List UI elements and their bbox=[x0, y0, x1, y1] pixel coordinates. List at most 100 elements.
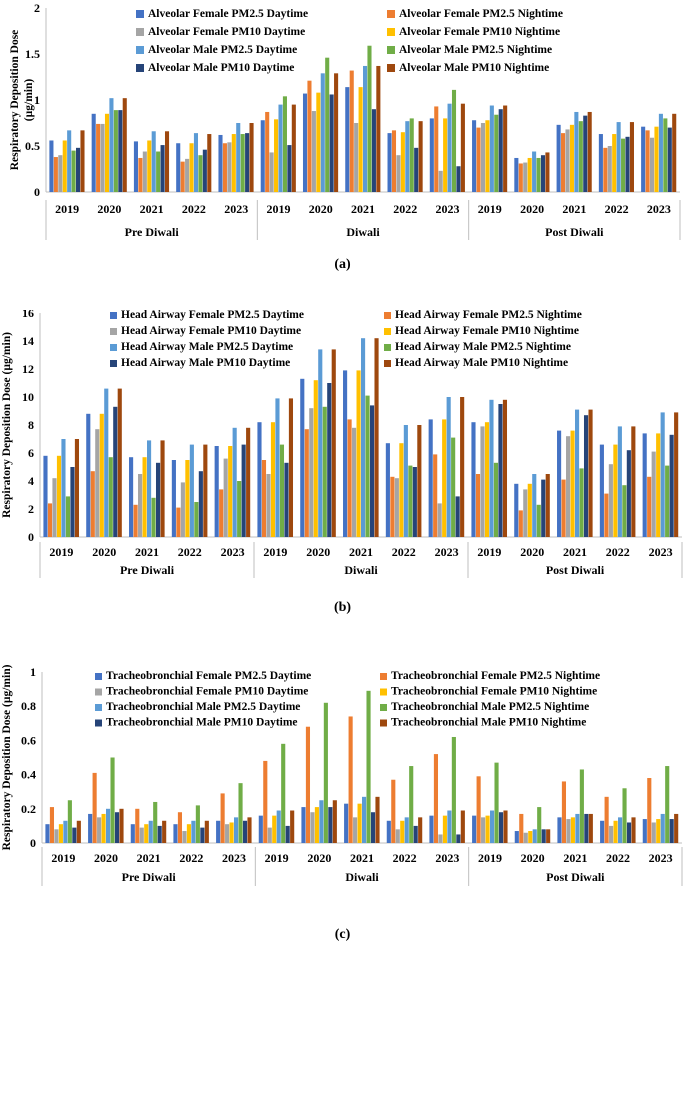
bar bbox=[414, 147, 419, 192]
y-tick-label: 12 bbox=[22, 362, 34, 376]
bar bbox=[108, 457, 113, 537]
legend-label: Head Airway Male PM10 Daytime bbox=[121, 357, 290, 369]
bar bbox=[313, 380, 318, 537]
legend-label: Alveolar Male PM10 Daytime bbox=[148, 62, 294, 74]
y-tick-label: 4 bbox=[28, 474, 34, 488]
legend-label: Alveolar Male PM2.5 Nightime bbox=[399, 44, 552, 56]
bar bbox=[476, 127, 481, 192]
bar bbox=[660, 412, 665, 537]
bar bbox=[481, 817, 486, 843]
x-tick-label: 2019 bbox=[49, 545, 73, 559]
y-tick-label: 2 bbox=[28, 502, 34, 516]
bar bbox=[583, 115, 588, 192]
bar bbox=[207, 134, 212, 192]
bar bbox=[429, 815, 434, 843]
bar bbox=[58, 824, 63, 843]
group-label: Pre Diwali bbox=[122, 870, 177, 884]
bar bbox=[327, 383, 332, 537]
legend-label: Tracheobronchial Male PM2.5 Daytime bbox=[106, 701, 300, 713]
bar bbox=[71, 150, 76, 192]
y-tick-label: 0 bbox=[28, 530, 34, 544]
bar bbox=[366, 690, 371, 843]
bar bbox=[647, 476, 652, 537]
bar bbox=[583, 415, 589, 537]
bar bbox=[418, 817, 423, 843]
legend-label: Tracheobronchial Female PM10 Daytime bbox=[106, 686, 308, 698]
bar bbox=[54, 829, 59, 843]
x-tick-label: 2020 bbox=[94, 851, 118, 865]
bar bbox=[274, 119, 279, 192]
bar bbox=[203, 444, 208, 537]
bar bbox=[97, 817, 102, 843]
bar bbox=[185, 158, 190, 192]
bar bbox=[412, 467, 417, 537]
y-tick-label: 2 bbox=[34, 1, 40, 15]
bar bbox=[434, 106, 439, 192]
bar bbox=[557, 817, 562, 843]
bar bbox=[565, 129, 570, 192]
bar bbox=[617, 426, 622, 537]
legend-swatch bbox=[387, 10, 395, 18]
bar bbox=[245, 133, 250, 192]
bar bbox=[669, 819, 674, 843]
bar bbox=[672, 113, 677, 192]
bar bbox=[409, 766, 414, 843]
bar bbox=[270, 422, 276, 537]
bar bbox=[433, 754, 439, 843]
bar bbox=[247, 817, 252, 843]
bar bbox=[348, 716, 353, 843]
bar bbox=[566, 819, 571, 843]
bar bbox=[285, 825, 290, 843]
bar bbox=[67, 800, 72, 843]
bar bbox=[153, 801, 158, 843]
legend-swatch bbox=[136, 46, 144, 54]
bar bbox=[99, 413, 104, 537]
bar bbox=[400, 820, 405, 843]
x-tick-label: 2021 bbox=[140, 202, 164, 216]
bar bbox=[49, 140, 54, 192]
bar bbox=[674, 412, 679, 537]
bar bbox=[390, 476, 395, 537]
bar bbox=[532, 829, 537, 843]
bar bbox=[396, 155, 401, 192]
bar bbox=[608, 464, 613, 537]
bar bbox=[545, 152, 550, 192]
bar bbox=[319, 800, 324, 843]
bar bbox=[417, 425, 422, 537]
bar bbox=[189, 143, 194, 192]
legend-swatch bbox=[136, 64, 144, 72]
bar bbox=[90, 471, 95, 537]
bar bbox=[95, 429, 100, 537]
bar bbox=[287, 145, 292, 192]
bar bbox=[584, 813, 589, 843]
bar bbox=[536, 157, 541, 192]
legend-swatch bbox=[95, 673, 102, 680]
bar bbox=[518, 510, 523, 537]
bar bbox=[391, 130, 397, 192]
bar bbox=[162, 820, 167, 843]
y-tick-label: 10 bbox=[22, 390, 34, 404]
bar bbox=[557, 430, 562, 537]
bar bbox=[365, 395, 370, 537]
x-tick-label: 2019 bbox=[51, 851, 75, 865]
bar bbox=[575, 813, 580, 843]
bar bbox=[104, 113, 110, 192]
bar bbox=[498, 812, 504, 843]
bar bbox=[561, 479, 566, 537]
bar bbox=[654, 126, 659, 192]
bar bbox=[625, 136, 630, 192]
bar bbox=[375, 796, 380, 843]
bar bbox=[279, 444, 285, 537]
bar bbox=[113, 110, 118, 192]
bar bbox=[331, 349, 336, 537]
bar bbox=[322, 406, 327, 537]
bar bbox=[241, 444, 246, 537]
legend-label: Head Airway Female PM2.5 Daytime bbox=[121, 310, 304, 321]
bar bbox=[631, 817, 636, 843]
legend-swatch bbox=[384, 312, 391, 319]
bar bbox=[367, 45, 372, 192]
group-label: Post Diwali bbox=[545, 225, 604, 239]
bar bbox=[61, 439, 66, 537]
bar bbox=[101, 813, 106, 843]
bar bbox=[261, 460, 267, 537]
